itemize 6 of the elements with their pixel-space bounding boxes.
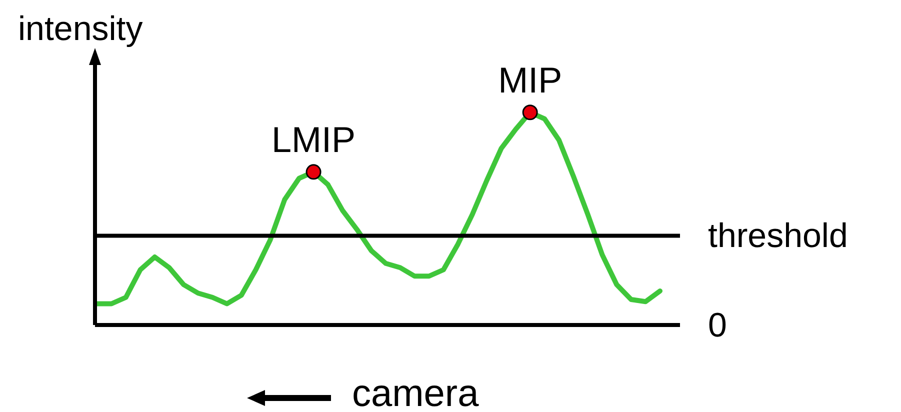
ref-line-label: threshold: [708, 217, 848, 256]
annotation: LMIP: [272, 118, 356, 160]
ref-line-label: 0: [708, 306, 727, 344]
x-axis-title: camera: [352, 373, 480, 412]
annotation: MIP: [498, 59, 562, 100]
y-axis-title: intensity: [18, 10, 143, 48]
